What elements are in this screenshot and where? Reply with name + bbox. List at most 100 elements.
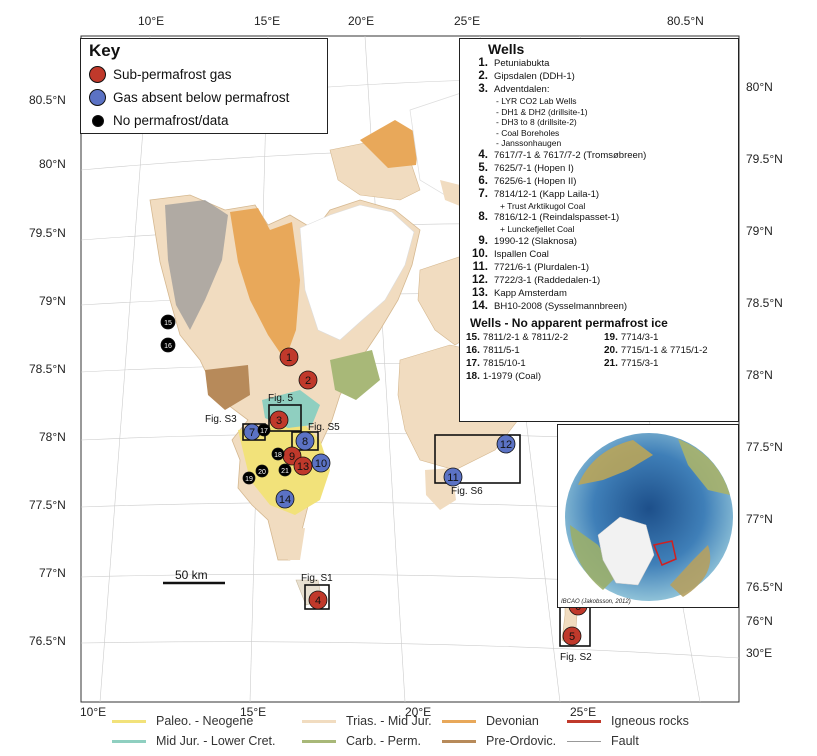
legend-label: Carb. - Perm.: [346, 734, 422, 748]
well-entry: 10. Ispallen Coal: [466, 248, 732, 261]
np-well-name: 7815/10-1: [482, 357, 526, 369]
marker-label: 19: [245, 476, 253, 483]
well-marker-20: 20: [255, 464, 269, 478]
fig-s3-label: Fig. S3: [205, 414, 237, 425]
well-name: BH10-2008 (Sysselmannbreen): [494, 300, 628, 312]
well-name: 1990-12 (Slaknosa): [494, 235, 577, 247]
lat-label-right: 79.5°N: [746, 152, 783, 166]
lon-label-top: 15°E: [254, 14, 281, 28]
marker-dot-icon: [271, 447, 285, 461]
legend-swatch: [442, 739, 476, 743]
marker-label: 10: [315, 458, 327, 470]
np-well-number: 21.: [604, 357, 618, 369]
legend-swatch: [442, 719, 476, 723]
marker-dot-icon: [269, 410, 289, 430]
np-well-entry: [604, 370, 734, 383]
well-number: 6.: [478, 174, 488, 187]
np-well-number: 19.: [604, 331, 618, 343]
marker-dot-icon: [562, 626, 582, 646]
np-well-number: 18.: [466, 370, 480, 382]
figure-boxes: [242, 404, 591, 647]
lon-label-top: 20°E: [348, 14, 375, 28]
well-marker-2: 2: [298, 370, 318, 390]
np-well-entry: 19. 7714/3-1: [604, 331, 734, 344]
well-number: 2.: [478, 70, 488, 82]
legend-swatch: [567, 740, 601, 742]
well-name: Kapp Amsterdam: [494, 287, 567, 299]
fig-s1-label: Fig. S1: [301, 573, 333, 584]
arctic-globe: [565, 433, 733, 601]
marker-label: 15: [164, 320, 172, 327]
arctic-inset-map: IBCAO (Jakobsson, 2012): [557, 424, 739, 608]
scale-bar-label: 50 km: [175, 568, 208, 582]
key-item-label: No permafrost/data: [113, 113, 229, 128]
lat-label-left: 76.5°N: [29, 634, 66, 648]
wells-list-box: Wells 1. Petuniabukta 2. Gipsdalen (DDH-1) 3…: [459, 38, 739, 422]
well-marker-10: 10: [311, 453, 331, 473]
lat-label-left: 78°N: [39, 430, 66, 444]
lat-label-left: 77°N: [39, 566, 66, 580]
lon-label-bottom: 10°E: [80, 705, 107, 719]
no-permafrost-list: 15. 7811/2-1 & 7811/2-2 19. 7714/3-1 16. 7811…: [466, 331, 732, 383]
well-name: Adventdalen:: [494, 84, 550, 95]
marker-dot-icon: [298, 370, 318, 390]
lat-label-right: 78.5°N: [746, 296, 783, 310]
well-name: Gipsdalen (DDH-1): [494, 71, 575, 82]
fig-s6-label: Fig. S6: [451, 486, 483, 497]
well-subentry: + Lunckefjellet Coal: [500, 224, 575, 234]
lon-label-top: 25°E: [454, 14, 481, 28]
well-name: 7721/6-1 (Plurdalen-1): [494, 261, 590, 273]
well-marker-11: 11: [443, 467, 463, 487]
lat-label-right: 77°N: [746, 512, 773, 526]
well-name: Petuniabukta: [494, 58, 550, 69]
np-well-entry: 21. 7715/3-1: [604, 357, 734, 370]
well-subentry: - Janssonhaugen: [496, 138, 562, 148]
lat-label-left: 77.5°N: [29, 498, 66, 512]
np-well-name: 7811/5-1: [482, 344, 520, 356]
marker-dot-icon: [311, 453, 331, 473]
well-name: 7617/7-1 & 7617/7-2 (Tromsøbreen): [494, 149, 647, 161]
np-well-entry: 20. 7715/1-1 & 7715/1-2: [604, 344, 734, 357]
well-subentry: - DH1 & DH2 (drillsite-1): [496, 106, 588, 117]
legend-label: Paleo. - Neogene: [156, 714, 254, 728]
np-well-number: 16.: [466, 344, 480, 356]
marker-label: 18: [274, 452, 282, 459]
marker-label: 4: [315, 595, 321, 607]
legend-swatch: [567, 719, 601, 723]
scale-bar: 50 km: [163, 568, 225, 585]
np-well-entry: 18. 1-1979 (Coal): [466, 370, 604, 383]
lat-label-left: 80.5°N: [29, 93, 66, 107]
fig-5-label: Fig. 5: [268, 393, 293, 404]
no-permafrost-title: Wells - No apparent permafrost ice: [470, 315, 668, 330]
marker-label: 3: [276, 415, 282, 427]
well-number: 11.: [472, 260, 488, 273]
lon-label-bottom: 20°E: [405, 705, 432, 719]
np-well-name: 1-1979 (Coal): [482, 370, 541, 382]
legend-label: Mid Jur. - Lower Cret.: [156, 734, 276, 748]
legend-label: Devonian: [486, 714, 539, 728]
well-name: 7625/6-1 (Hopen II): [494, 175, 577, 187]
legend-label: Igneous rocks: [611, 714, 689, 728]
marker-label: 5: [569, 631, 575, 643]
lon-label-bottom: 15°E: [240, 705, 267, 719]
lat-label-right: 79°N: [746, 224, 773, 238]
marker-label: 13: [297, 461, 309, 473]
well-number: 9.: [478, 234, 488, 247]
marker-dot-icon: [278, 463, 292, 477]
marker-dot-icon: [496, 434, 516, 454]
fig-s2-label: Fig. S2: [560, 652, 592, 663]
key-item-label: Sub-permafrost gas: [113, 67, 232, 82]
marker-dot-icon: [295, 431, 315, 451]
well-marker-13: 13: [293, 456, 313, 476]
legend-item: Devonian: [442, 714, 539, 728]
well-name: 7816/12-1 (Reindalspasset-1): [494, 212, 620, 223]
well-number: 12.: [472, 273, 488, 286]
np-well-number: 20.: [604, 344, 618, 356]
fig-s6-box: [434, 434, 521, 484]
well-markers: 123456789101112131415161718192021: [160, 314, 588, 646]
marker-label: 17: [260, 428, 268, 435]
lat-label-top: 80.5°N: [667, 14, 704, 28]
lon-label-bottom: 25°E: [570, 705, 597, 719]
well-marker-7: 7: [243, 423, 261, 441]
lat-label-right: 76.5°N: [746, 580, 783, 594]
